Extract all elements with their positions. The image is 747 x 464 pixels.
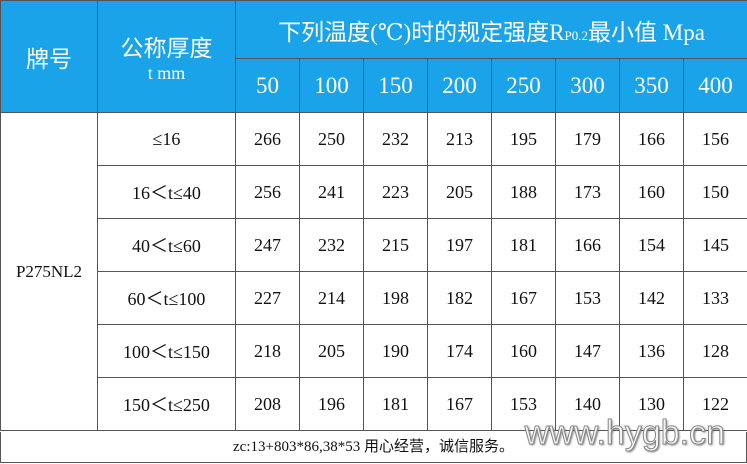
strength-value: 215: [363, 218, 428, 272]
title-symbol: R: [549, 19, 565, 45]
strength-value: 181: [491, 218, 556, 272]
temperature: 400: [682, 58, 747, 113]
temperature-row: 50 100 150 200 250 300 350 400: [1, 58, 747, 113]
thickness-range: ≤16: [97, 112, 236, 166]
thickness-range: 60＜t≤100: [97, 271, 236, 325]
temperature: 350: [619, 58, 684, 113]
temperature: 100: [299, 58, 364, 113]
strength-value: 227: [235, 271, 300, 325]
strength-value: 156: [682, 112, 747, 166]
data-row: 16＜t≤40 256 241 223 205 188 173 160 150: [1, 165, 747, 219]
strength-value: 128: [682, 324, 747, 378]
watermark: www.hygb.cn: [524, 414, 725, 453]
strength-value: 205: [427, 165, 492, 219]
strength-value: 181: [363, 377, 428, 431]
strength-value: 150: [682, 165, 747, 219]
strength-value: 142: [619, 271, 684, 325]
strength-value: 160: [491, 324, 556, 378]
temperature-title: 下列温度(℃)时的规定强度RP0.2最小值 Mpa: [234, 0, 747, 59]
thickness-header: 公称厚度 t mm: [97, 0, 236, 113]
strength-value: 214: [299, 271, 364, 325]
strength-value: 153: [555, 271, 620, 325]
temperature: 150: [363, 58, 428, 113]
strength-value: 136: [619, 324, 684, 378]
strength-value: 232: [299, 218, 364, 272]
data-row: 100＜t≤150 218 205 190 174 160 147 136 128: [1, 324, 747, 378]
temperature: 250: [491, 58, 556, 113]
data-row: 60＜t≤100 227 214 198 182 167 153 142 133: [1, 271, 747, 325]
strength-value: 266: [235, 112, 300, 166]
brand: P275NL2: [0, 112, 98, 431]
thickness-range: 16＜t≤40: [97, 165, 236, 219]
title-text: 下列温度(℃)时的规定强度: [278, 19, 550, 45]
data-row: 40＜t≤60 247 232 215 197 181 166 154 145: [1, 218, 747, 272]
table-header: 牌号 公称厚度 t mm 下列温度(℃)时的规定强度RP0.2最小值 Mpa 5…: [0, 0, 747, 113]
strength-value: 166: [619, 112, 684, 166]
strength-value: 188: [491, 165, 556, 219]
strength-value: 174: [427, 324, 492, 378]
data-row: 150＜t≤250 208 196 181 167 153 140 130 122: [1, 377, 747, 431]
strength-value: 223: [363, 165, 428, 219]
strength-value: 166: [555, 218, 620, 272]
strength-value: 213: [427, 112, 492, 166]
strength-value: 205: [299, 324, 364, 378]
strength-table: 牌号 公称厚度 t mm 下列温度(℃)时的规定强度RP0.2最小值 Mpa 5…: [0, 0, 747, 431]
temperature: 200: [427, 58, 492, 113]
temperature: 50: [235, 58, 300, 113]
thickness-range: 100＜t≤150: [97, 324, 236, 378]
header-row: 牌号 公称厚度 t mm 下列温度(℃)时的规定强度RP0.2最小值 Mpa: [0, 0, 747, 113]
thickness-range: 150＜t≤250: [97, 377, 236, 431]
strength-value: 256: [235, 165, 300, 219]
table-body: P275NL2 ≤16 266 250 232 213 195 179 166 156 16＜t≤4…: [0, 112, 747, 431]
thickness-label: 公称厚度: [120, 36, 213, 61]
strength-value: 167: [427, 377, 492, 431]
strength-value: 122: [682, 377, 747, 431]
strength-value: 173: [555, 165, 620, 219]
data-row: P275NL2 ≤16 266 250 232 213 195 179 166 156: [0, 112, 747, 431]
strength-value: 179: [555, 112, 620, 166]
strength-value: 190: [363, 324, 428, 378]
title-text: 最小值 Mpa: [588, 19, 705, 45]
strength-value: 197: [427, 218, 492, 272]
strength-value: 182: [427, 271, 492, 325]
strength-value: 218: [235, 324, 300, 378]
strength-value: 247: [235, 218, 300, 272]
strength-value: 196: [299, 377, 364, 431]
strength-value: 133: [682, 271, 747, 325]
thickness-range: 40＜t≤60: [97, 218, 236, 272]
brand-header: 牌号: [0, 0, 98, 113]
strength-value: 195: [491, 112, 556, 166]
strength-value: 145: [682, 218, 747, 272]
strength-value: 208: [235, 377, 300, 431]
strength-value: 198: [363, 271, 428, 325]
strength-value: 241: [299, 165, 364, 219]
strength-value: 250: [299, 112, 364, 166]
title-subscript: P0.2: [564, 27, 589, 43]
strength-value: 167: [491, 271, 556, 325]
strength-value: 154: [619, 218, 684, 272]
strength-value: 130: [619, 377, 684, 431]
temperature: 300: [555, 58, 620, 113]
strength-value: 232: [363, 112, 428, 166]
strength-value: 147: [555, 324, 620, 378]
strength-value: 140: [555, 377, 620, 431]
strength-value: 160: [619, 165, 684, 219]
thickness-unit: t mm: [147, 63, 186, 83]
